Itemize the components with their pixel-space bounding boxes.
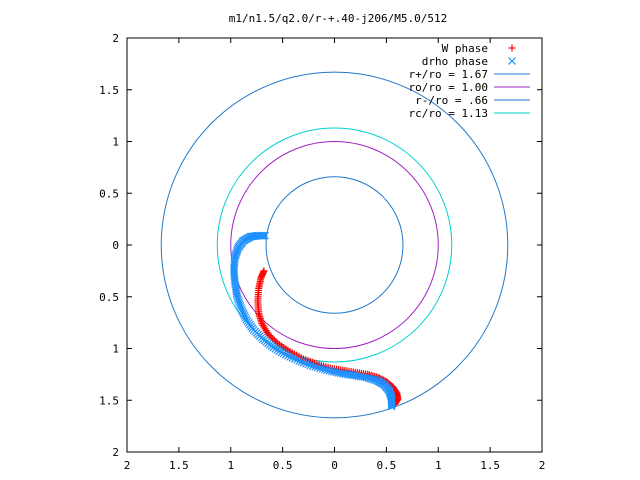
drho-phase-point	[233, 291, 241, 300]
chart-title: m1/n1.5/q2.0/r-+.40-j206/M5.0/512	[229, 12, 448, 25]
legend-label: rc/ro = 1.13	[409, 107, 488, 120]
x-tick-label: 0	[331, 459, 338, 472]
y-tick-label: 0	[112, 239, 119, 252]
drho-phase-point	[313, 363, 322, 372]
drho-phase-point	[302, 359, 310, 368]
reference-circle	[160, 71, 509, 419]
axis-ticks: 2 1.5 1 0.5 0 0.5 1 1.5 221.510.500.511.52	[99, 32, 545, 472]
drho-phase-point	[279, 349, 288, 358]
drho-phase-point	[239, 309, 248, 318]
legend-label: r+/ro = 1.67	[409, 68, 488, 81]
reference-circle	[265, 176, 404, 314]
drho-phase-point	[275, 347, 284, 356]
drho-phase-point	[318, 364, 327, 373]
drho-phase-point	[299, 358, 308, 367]
drho-phase-point	[238, 306, 246, 314]
drho-phase-point	[237, 304, 246, 313]
drho-phase-point	[271, 344, 280, 353]
drho-phase-point	[233, 293, 242, 302]
legend-marker	[508, 57, 516, 65]
x-tick-label: 0.5	[273, 459, 293, 472]
legend-marker	[508, 44, 516, 52]
drho-phase-point	[316, 364, 324, 373]
drho-phase-point	[235, 298, 243, 306]
y-tick-label: 0.5	[99, 291, 119, 304]
drho-phase-point	[277, 348, 286, 357]
drho-phase-point	[240, 311, 249, 320]
drho-phase-point	[323, 366, 332, 375]
drho-phase-point	[308, 362, 317, 371]
drho-phase-point	[281, 350, 290, 359]
x-tick-label: 0.5	[376, 459, 396, 472]
drho-phase-point	[325, 366, 334, 375]
reference-circles	[160, 71, 509, 419]
y-tick-label: 1	[112, 343, 119, 356]
drho-phase-point	[295, 356, 304, 365]
drho-phase-point	[327, 367, 336, 376]
w-phase-point	[264, 330, 272, 338]
x-tick-label: 2	[124, 459, 131, 472]
y-tick-label: 2	[112, 446, 119, 459]
y-tick-label: 1	[112, 136, 119, 149]
x-tick-label: 1.5	[169, 459, 189, 472]
x-tick-label: 2	[539, 459, 546, 472]
drho-phase-point	[241, 313, 250, 322]
y-tick-label: 1.5	[99, 394, 119, 407]
drho-phase-point	[236, 302, 245, 310]
reference-circle	[216, 127, 453, 363]
x-tick-label: 1.5	[480, 459, 500, 472]
legend-label: drho phase	[422, 55, 488, 68]
y-tick-label: 2	[112, 32, 119, 45]
legend-label: W phase	[442, 42, 488, 55]
drho-phase-point	[330, 367, 338, 376]
drho-phase-point	[286, 352, 295, 361]
drho-phase-point	[387, 399, 396, 408]
drho-phase-point	[238, 308, 247, 316]
drho-phase-point	[297, 357, 306, 366]
drho-phase-point	[304, 360, 313, 369]
legend-label: r-/ro = .66	[415, 94, 488, 107]
drho-phase-point	[234, 295, 243, 304]
drho-phase-point	[290, 354, 299, 363]
drho-phase-point	[235, 300, 244, 308]
drho-phase-point	[293, 355, 301, 364]
drho-phase-point	[288, 353, 297, 362]
drho-phase-point	[273, 345, 282, 354]
w-phase-point	[266, 332, 274, 340]
drho-phase-point	[311, 362, 320, 371]
x-tick-label: 1	[227, 459, 234, 472]
data-points	[229, 231, 402, 411]
x-tick-label: 1	[435, 459, 442, 472]
drho-phase-point	[284, 351, 292, 360]
drho-phase-point	[320, 365, 329, 374]
drho-phase-point	[269, 343, 278, 352]
drho-phase-point	[387, 402, 396, 411]
drho-phase-point	[306, 361, 315, 370]
reference-circle	[230, 141, 439, 349]
drho-phase-point	[332, 368, 341, 377]
y-tick-label: 0.5	[99, 187, 119, 200]
y-tick-label: 1.5	[99, 84, 119, 97]
legend-label: ro/ro = 1.00	[409, 81, 488, 94]
drho-phase-point	[387, 401, 396, 410]
